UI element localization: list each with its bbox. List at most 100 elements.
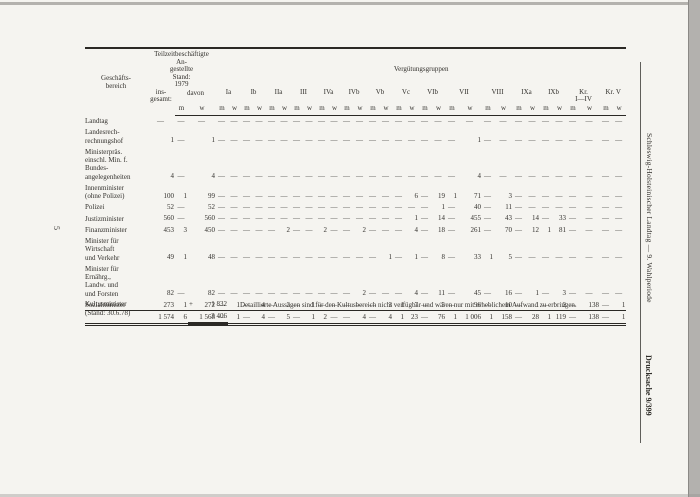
cell: — (515, 172, 523, 181)
cell: — (569, 203, 577, 212)
subcol-m: m (600, 104, 613, 116)
cell: 10 (505, 300, 513, 309)
cell: 1 (183, 253, 188, 262)
cell: — (177, 116, 185, 125)
margin-divider-rule (640, 62, 641, 443)
cell: — (343, 253, 351, 262)
cell: — (448, 253, 456, 262)
cell: — (343, 300, 351, 309)
cell: — (585, 214, 593, 223)
cell: — (395, 214, 403, 223)
subcol-m: m (540, 104, 553, 116)
cell: 18 (438, 225, 446, 234)
cell: — (395, 172, 403, 181)
cell: — (293, 191, 301, 200)
cell: — (484, 300, 492, 309)
cell: 11 (438, 289, 446, 298)
cell: — (484, 214, 492, 223)
row-label: Landesrech- rechnungshof (85, 128, 124, 145)
cell: — (343, 136, 351, 145)
cell: 2 (562, 300, 567, 309)
kultusminister-sum: 3 406 (188, 309, 228, 325)
cell: — (466, 116, 474, 125)
subcol-w: w (458, 104, 483, 116)
kultusminister-label: Kultusminister (Stand: 30.6.78) (85, 300, 131, 317)
table-row: Justizminister 560—560— — — — — — — — — — — — — — —1—14… (85, 213, 626, 224)
cell: — (408, 172, 416, 181)
cell: — (318, 191, 326, 200)
cell: — (218, 136, 226, 145)
cell: — (356, 203, 364, 212)
cell: — (395, 116, 403, 125)
cell: — (484, 191, 492, 200)
cell: — (356, 191, 364, 200)
cell: — (434, 172, 442, 181)
col-header-insgesamt: ins- gesamt: (150, 87, 172, 104)
cell: — (515, 136, 523, 145)
cell: 6 (175, 309, 188, 327)
cell: — (542, 289, 550, 298)
cell: 1 (393, 309, 406, 327)
row-label: Minister für Wirtschaft und Verkehr (85, 237, 120, 262)
cell: 1 (400, 300, 405, 309)
subcol-m: m (419, 104, 432, 116)
cell: — (268, 191, 276, 200)
cell: — (293, 203, 301, 212)
cell: — (600, 309, 613, 327)
cell: — (421, 253, 429, 262)
cell: — (515, 225, 523, 234)
cell: — (293, 300, 301, 309)
scan-edge-right (688, 0, 700, 497)
col-group-7: Vc (401, 87, 411, 96)
cell: 11 (505, 203, 513, 212)
cell: 1 (489, 253, 494, 262)
cell: 5 (441, 300, 446, 309)
cell: — (528, 172, 536, 181)
cell: 3 (388, 300, 393, 309)
cell: 1 (540, 309, 553, 327)
cell: — (421, 225, 429, 234)
page-number: 5 (52, 226, 61, 230)
cell: — (330, 172, 338, 181)
cell: — (356, 172, 364, 181)
cell: — (448, 289, 456, 298)
cell: — (343, 116, 351, 125)
cell: — (569, 172, 577, 181)
cell: — (419, 309, 432, 327)
cell: — (602, 225, 610, 234)
cell: — (569, 289, 577, 298)
subcol-m: m (341, 104, 354, 116)
subcol-w: w (253, 104, 267, 116)
cell: — (448, 300, 456, 309)
cell: — (280, 253, 288, 262)
cell: — (515, 203, 523, 212)
subcol-m: m (175, 104, 188, 116)
cell: — (382, 191, 390, 200)
cell: — (243, 191, 251, 200)
cell: — (243, 172, 251, 181)
cell: — (218, 172, 226, 181)
cell: 1 (311, 300, 316, 309)
cell: 1 (535, 289, 540, 298)
cell: — (408, 136, 416, 145)
cell: — (293, 214, 301, 223)
cell: 52 (167, 203, 174, 212)
cell: 1 (211, 136, 216, 145)
scan-edge-top (0, 2, 700, 5)
cell: — (243, 214, 251, 223)
cell: 70 (505, 225, 513, 234)
table-row: Innenminister (ohne Polizei) 100 1 99— — — — — —… (85, 182, 626, 202)
cell: 1 (547, 225, 552, 234)
cell: — (268, 225, 276, 234)
row-label: Polizei (85, 203, 105, 212)
cell: — (369, 253, 377, 262)
cell: — (448, 172, 456, 181)
cell: — (330, 203, 338, 212)
cell: — (569, 300, 577, 309)
cell: 1 (535, 300, 540, 309)
cell: — (177, 136, 185, 145)
cell: — (555, 136, 563, 145)
cell: 6 (414, 191, 419, 200)
subcol-w: w (278, 104, 292, 116)
